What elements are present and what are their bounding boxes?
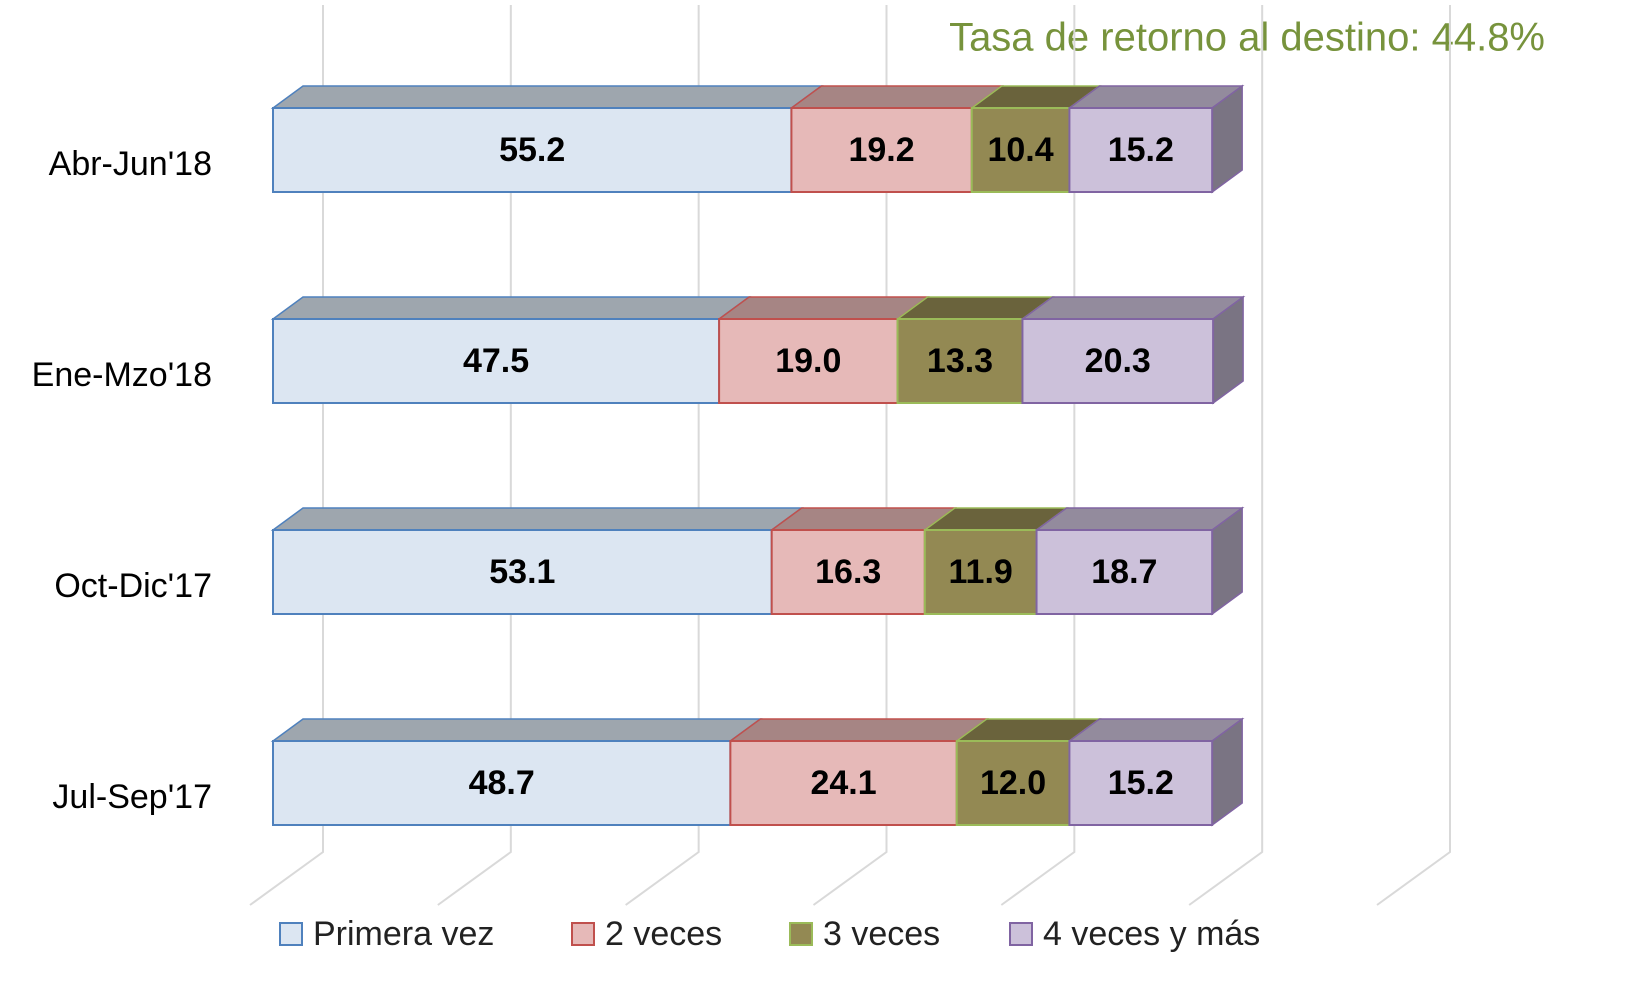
bar-top (769, 507, 958, 531)
bar (718, 318, 899, 404)
bar (1035, 529, 1214, 615)
bar-top (1020, 296, 1246, 320)
category-label: Oct-Dic'17 (54, 567, 212, 605)
bar (1068, 740, 1214, 826)
annotation: Tasa de retorno al destino: 44.8% (949, 16, 1545, 60)
value-label: 13.3 (927, 342, 993, 380)
legend-swatch (279, 922, 303, 946)
bar (729, 740, 958, 826)
value-label: 19.0 (775, 342, 841, 380)
legend-label: 2 veces (605, 915, 722, 953)
category-label: Abr-Jun'18 (49, 145, 212, 183)
bar (272, 529, 773, 615)
grid-line (1000, 5, 1076, 906)
value-label: 24.1 (810, 764, 876, 802)
value-label: 48.7 (469, 764, 535, 802)
legend-swatch (571, 922, 595, 946)
bar (1068, 107, 1214, 193)
bar (272, 740, 732, 826)
value-label: 15.2 (1108, 131, 1174, 169)
bar (1021, 318, 1215, 404)
value-label: 16.3 (815, 553, 881, 591)
grid-line (625, 5, 700, 906)
grid-line (1188, 5, 1264, 906)
grid-line (249, 5, 324, 906)
bar (272, 318, 721, 404)
category-label: Ene-Mzo'18 (32, 356, 212, 394)
grid-line (1376, 5, 1451, 906)
bar (970, 107, 1071, 193)
bar (923, 529, 1038, 615)
bar (896, 318, 1024, 404)
bar-top (270, 85, 824, 109)
value-label: 11.9 (949, 553, 1013, 591)
bar-top (1034, 507, 1245, 531)
legend-label: 3 veces (823, 915, 940, 953)
grid-line (437, 5, 512, 906)
value-label: 15.2 (1108, 764, 1174, 802)
category-label: Jul-Sep'17 (52, 778, 212, 816)
value-label: 18.7 (1091, 553, 1157, 591)
grid-line (812, 5, 888, 906)
bar-top (270, 507, 804, 531)
value-label: 19.2 (848, 131, 914, 169)
value-label: 20.3 (1085, 342, 1151, 380)
legend-swatch (789, 922, 813, 946)
value-label: 55.2 (499, 131, 565, 169)
bar-top (789, 85, 1005, 109)
legend-label: 4 veces y más (1043, 915, 1260, 953)
bar (955, 740, 1071, 826)
bar (770, 529, 926, 615)
bar-top (728, 718, 990, 742)
bar-top (270, 296, 752, 320)
bar-top (270, 718, 763, 742)
value-label: 10.4 (987, 131, 1053, 169)
value-label: 47.5 (463, 342, 529, 380)
value-label: 53.1 (489, 553, 555, 591)
value-label: 12.0 (980, 764, 1046, 802)
bar-top (716, 296, 930, 320)
legend-label: Primera vez (313, 915, 494, 953)
legend-swatch (1009, 922, 1033, 946)
